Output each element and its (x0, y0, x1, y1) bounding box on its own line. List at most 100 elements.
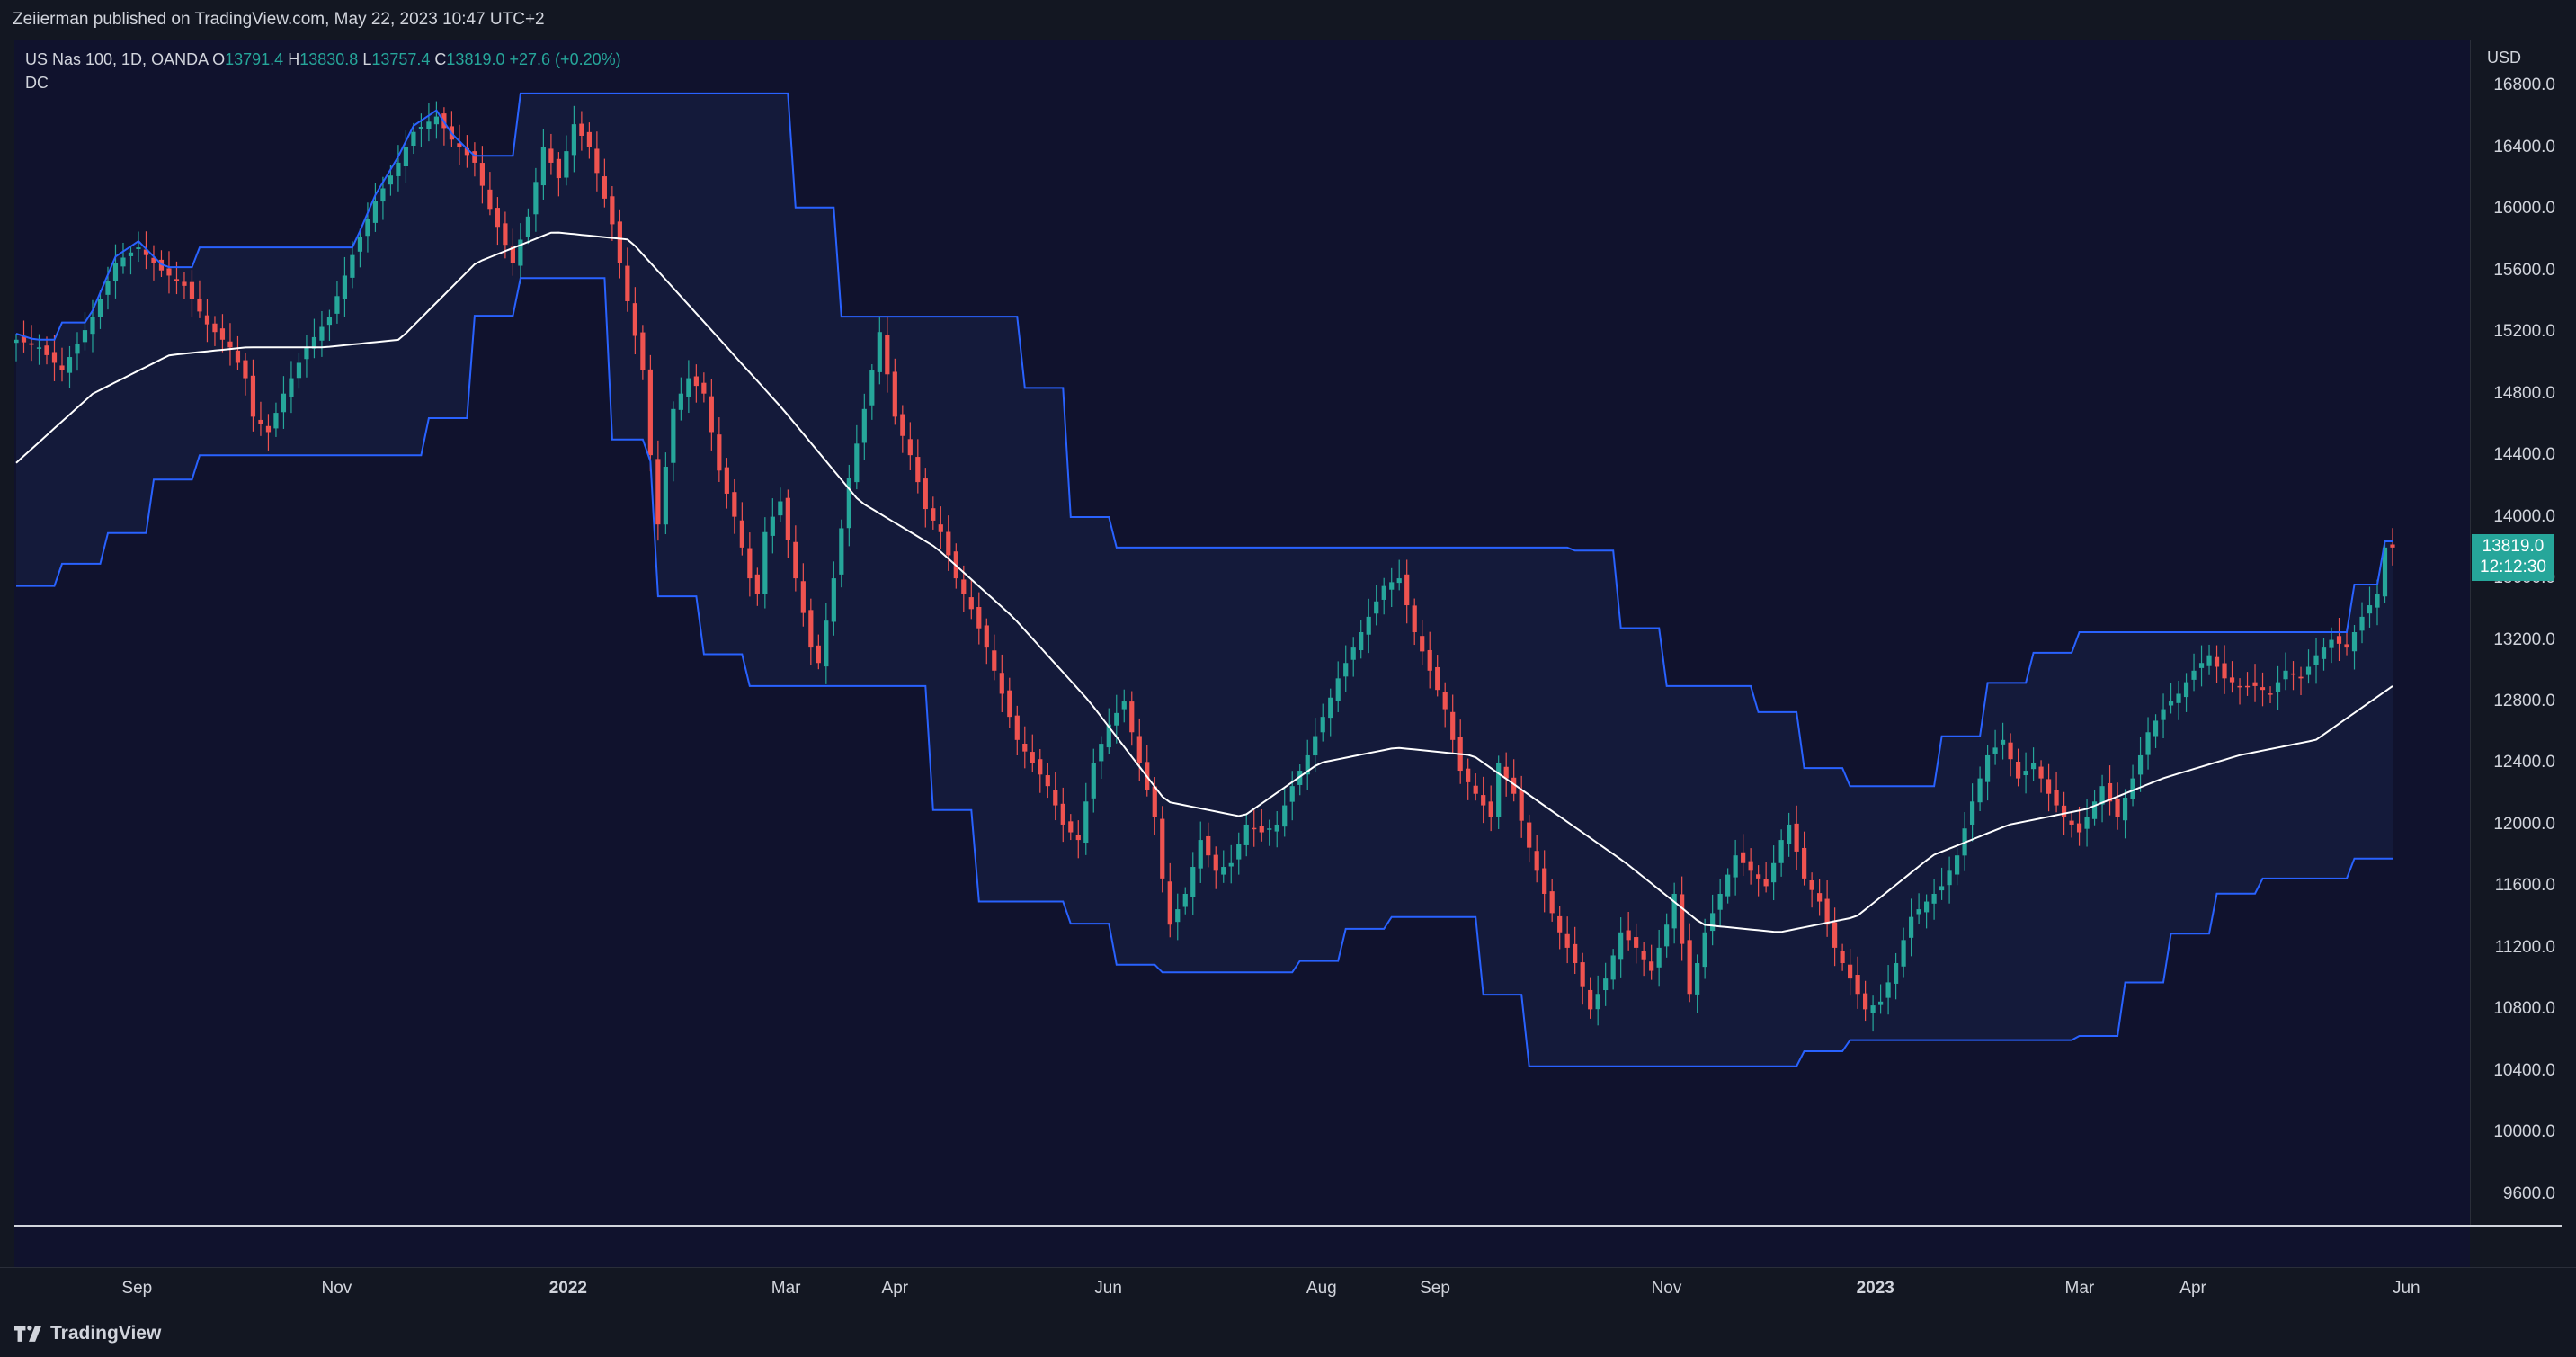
candle-body (2099, 786, 2105, 805)
symbol-legend[interactable]: US Nas 100, 1D, OANDA O13791.4 H13830.8 … (25, 50, 621, 69)
candle-body (128, 252, 134, 256)
candle-body (2222, 663, 2227, 679)
candle-body (885, 335, 890, 375)
candle-body (2046, 779, 2052, 794)
candle-body (632, 303, 637, 336)
candle-body (2015, 761, 2021, 779)
candle-body (1634, 937, 1639, 948)
candle-body (1366, 616, 1371, 635)
candle-body (1511, 777, 1517, 794)
candle-body (1228, 862, 1234, 867)
indicator-name[interactable]: DC (25, 74, 49, 92)
candle-body (1450, 711, 1456, 740)
candle-body (1763, 879, 1769, 887)
candle-body (411, 131, 416, 147)
candle-body (1335, 678, 1341, 701)
price-tick-label: 12800.0 (2493, 692, 2555, 711)
price-scale[interactable]: USD 16800.0 16400.0 16000.0 15600.0 15200.0 1… (2470, 40, 2576, 1225)
candle-body (120, 257, 126, 267)
candle-body (1190, 867, 1196, 897)
candle-body (1771, 862, 1777, 883)
candle-body (900, 414, 905, 436)
main-chart-pane[interactable] (14, 40, 2470, 1225)
candle-body (365, 219, 370, 237)
candle-body (289, 378, 294, 397)
candle-body (2268, 693, 2273, 695)
price-tick-label: 15200.0 (2493, 322, 2555, 342)
candle-body (1725, 874, 1731, 897)
candle-body (1977, 778, 1983, 803)
pane-separator[interactable] (14, 1225, 2562, 1227)
candle-body (1573, 943, 1578, 964)
time-tick-label: Jun (2392, 1279, 2420, 1298)
candle-body (2321, 647, 2327, 659)
candle-body (212, 323, 218, 333)
candle-body (869, 370, 875, 406)
candle-body (1328, 697, 1333, 719)
candle-body (112, 263, 119, 281)
candle-body (831, 578, 836, 622)
candle-body (1106, 724, 1111, 748)
candle-body (2168, 701, 2174, 706)
candle-body (1863, 993, 1868, 1010)
candle-body (433, 116, 440, 125)
candle-body (227, 341, 233, 348)
price-tick-label: 10800.0 (2493, 999, 2555, 1019)
candle-body (610, 196, 615, 225)
candle-body (1787, 824, 1792, 844)
candle-body (2122, 798, 2128, 821)
candle-body (36, 347, 42, 349)
candle-body (793, 541, 798, 579)
candle-body (1641, 951, 1646, 960)
time-tick-label: Nov (321, 1279, 352, 1298)
price-tick-label: 9600.0 (2502, 1183, 2555, 1203)
candle-body (75, 344, 80, 354)
tradingview-brand[interactable]: TradingView (14, 1323, 161, 1344)
currency-unit[interactable]: USD (2487, 49, 2522, 67)
candle-body (2283, 670, 2288, 680)
candle-body (2091, 801, 2098, 819)
candle-body (732, 492, 737, 517)
tradingview-logo-icon (14, 1326, 42, 1342)
candle-body (1343, 663, 1349, 677)
candle-body (525, 216, 530, 237)
candle-body (495, 208, 500, 228)
candle-body (1710, 913, 1716, 932)
time-axis[interactable]: Sep Nov 2022 Mar Apr Jun Aug Sep Nov 2023 Mar Apr Ju… (0, 1267, 2576, 1312)
candle-body (90, 317, 95, 335)
candle-body (1359, 632, 1364, 651)
candle-body (701, 382, 707, 394)
price-tick-label: 16800.0 (2493, 76, 2555, 95)
candle-body (816, 645, 821, 664)
donchian-lower-line (16, 277, 2393, 1067)
candle-body (1473, 785, 1478, 794)
time-tick-label: Apr (2179, 1279, 2206, 1298)
price-tick-label: 14000.0 (2493, 506, 2555, 526)
candle-body (487, 189, 493, 210)
candle-body (2183, 682, 2189, 698)
indicator-legend[interactable]: DC (25, 74, 49, 93)
candle-body (800, 581, 806, 613)
candle-body (1527, 822, 1532, 848)
candle-body (1420, 636, 1425, 652)
candle-body (1022, 743, 1028, 752)
candle-body (1580, 962, 1585, 987)
candle-body (2084, 817, 2090, 829)
candle-body (1534, 851, 1539, 871)
candle-body (1680, 894, 1685, 944)
candle-body (2061, 805, 2067, 817)
candle-body (579, 123, 584, 136)
price-chart[interactable] (14, 40, 2470, 1225)
candle-body (1243, 824, 1249, 845)
symbol-title[interactable]: US Nas 100, 1D, OANDA (25, 50, 209, 68)
candle-body (586, 131, 592, 147)
time-tick-label: Sep (1420, 1279, 1450, 1298)
bar-countdown: 12:12:30 (2480, 557, 2546, 576)
time-tick-label: Mar (771, 1279, 801, 1298)
candle-body (1075, 835, 1081, 841)
candle-body (2390, 544, 2395, 548)
candle-body (426, 121, 432, 129)
candle-body (992, 650, 997, 671)
candle-body (342, 275, 348, 299)
price-tick-label: 13200.0 (2493, 629, 2555, 649)
